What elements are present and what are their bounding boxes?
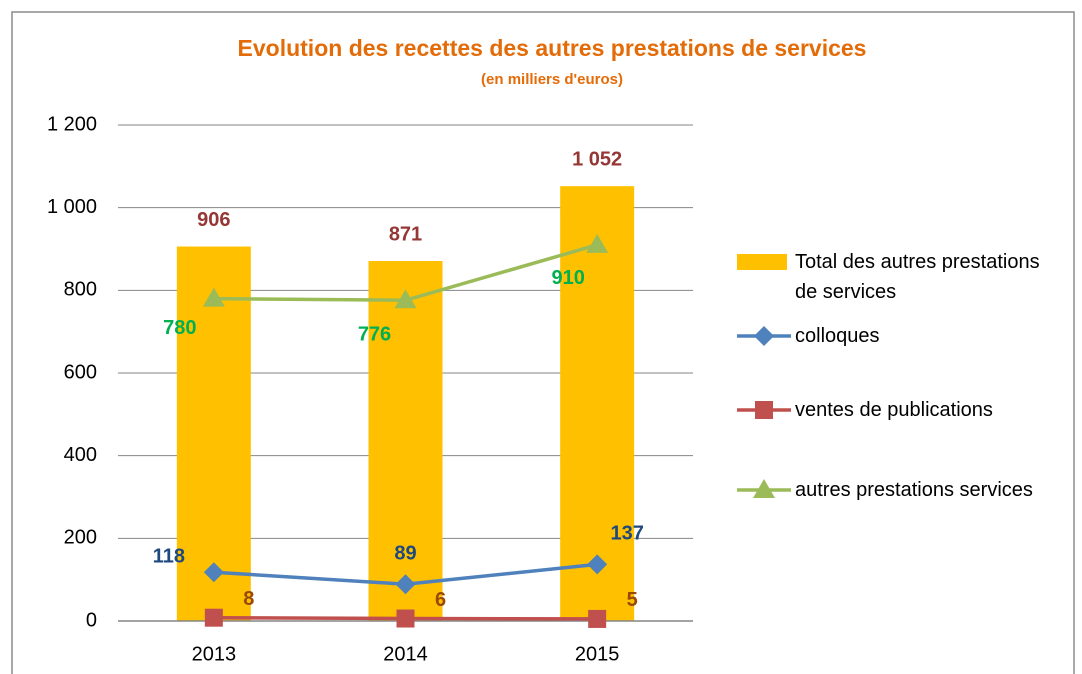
y-tick-label: 200 [64, 527, 97, 549]
y-tick-label: 0 [86, 609, 97, 631]
bar [176, 246, 251, 621]
marker [587, 554, 608, 575]
data-label: 8 [243, 588, 254, 610]
data-label: 1 052 [572, 148, 622, 170]
marker [396, 609, 415, 628]
chart-frame [11, 11, 1075, 674]
data-label: 776 [358, 324, 391, 346]
data-label: 118 [153, 546, 185, 568]
x-tick-label: 2015 [575, 643, 620, 665]
x-tick-label: 2014 [383, 643, 428, 665]
marker [204, 608, 223, 627]
marker [394, 289, 417, 309]
legend-label: colloques [795, 325, 880, 347]
data-label: 5 [627, 589, 638, 611]
legend-marker [754, 326, 774, 346]
marker [203, 562, 224, 583]
data-label: 6 [435, 589, 446, 611]
legend-label: Total des autres prestations de services [795, 251, 1040, 303]
legend-label: autres prestations services [795, 479, 1033, 501]
legend-marker [753, 479, 775, 498]
chart-title: Evolution des recettes des autres presta… [238, 35, 867, 61]
bar [368, 260, 443, 621]
data-label: 871 [389, 223, 422, 245]
marker [202, 287, 225, 307]
data-label: 89 [394, 542, 416, 564]
legend-marker [755, 401, 773, 419]
chart-subtitle: (en milliers d'euros) [481, 71, 623, 88]
data-label: 780 [163, 317, 196, 339]
y-tick-label: 800 [64, 279, 97, 301]
data-label: 137 [610, 523, 643, 545]
x-tick-label: 2013 [192, 643, 237, 665]
marker [395, 574, 416, 595]
legend-label: ventes de publications [795, 399, 993, 421]
bar [560, 186, 635, 621]
data-label: 906 [197, 209, 230, 231]
marker [588, 609, 607, 628]
legend-swatch [737, 254, 787, 270]
y-tick-label: 600 [64, 361, 97, 383]
data-label: 910 [551, 267, 584, 289]
y-tick-label: 1 200 [47, 113, 97, 135]
y-tick-label: 1 000 [47, 196, 97, 218]
marker [586, 233, 609, 253]
y-tick-label: 400 [64, 444, 97, 466]
